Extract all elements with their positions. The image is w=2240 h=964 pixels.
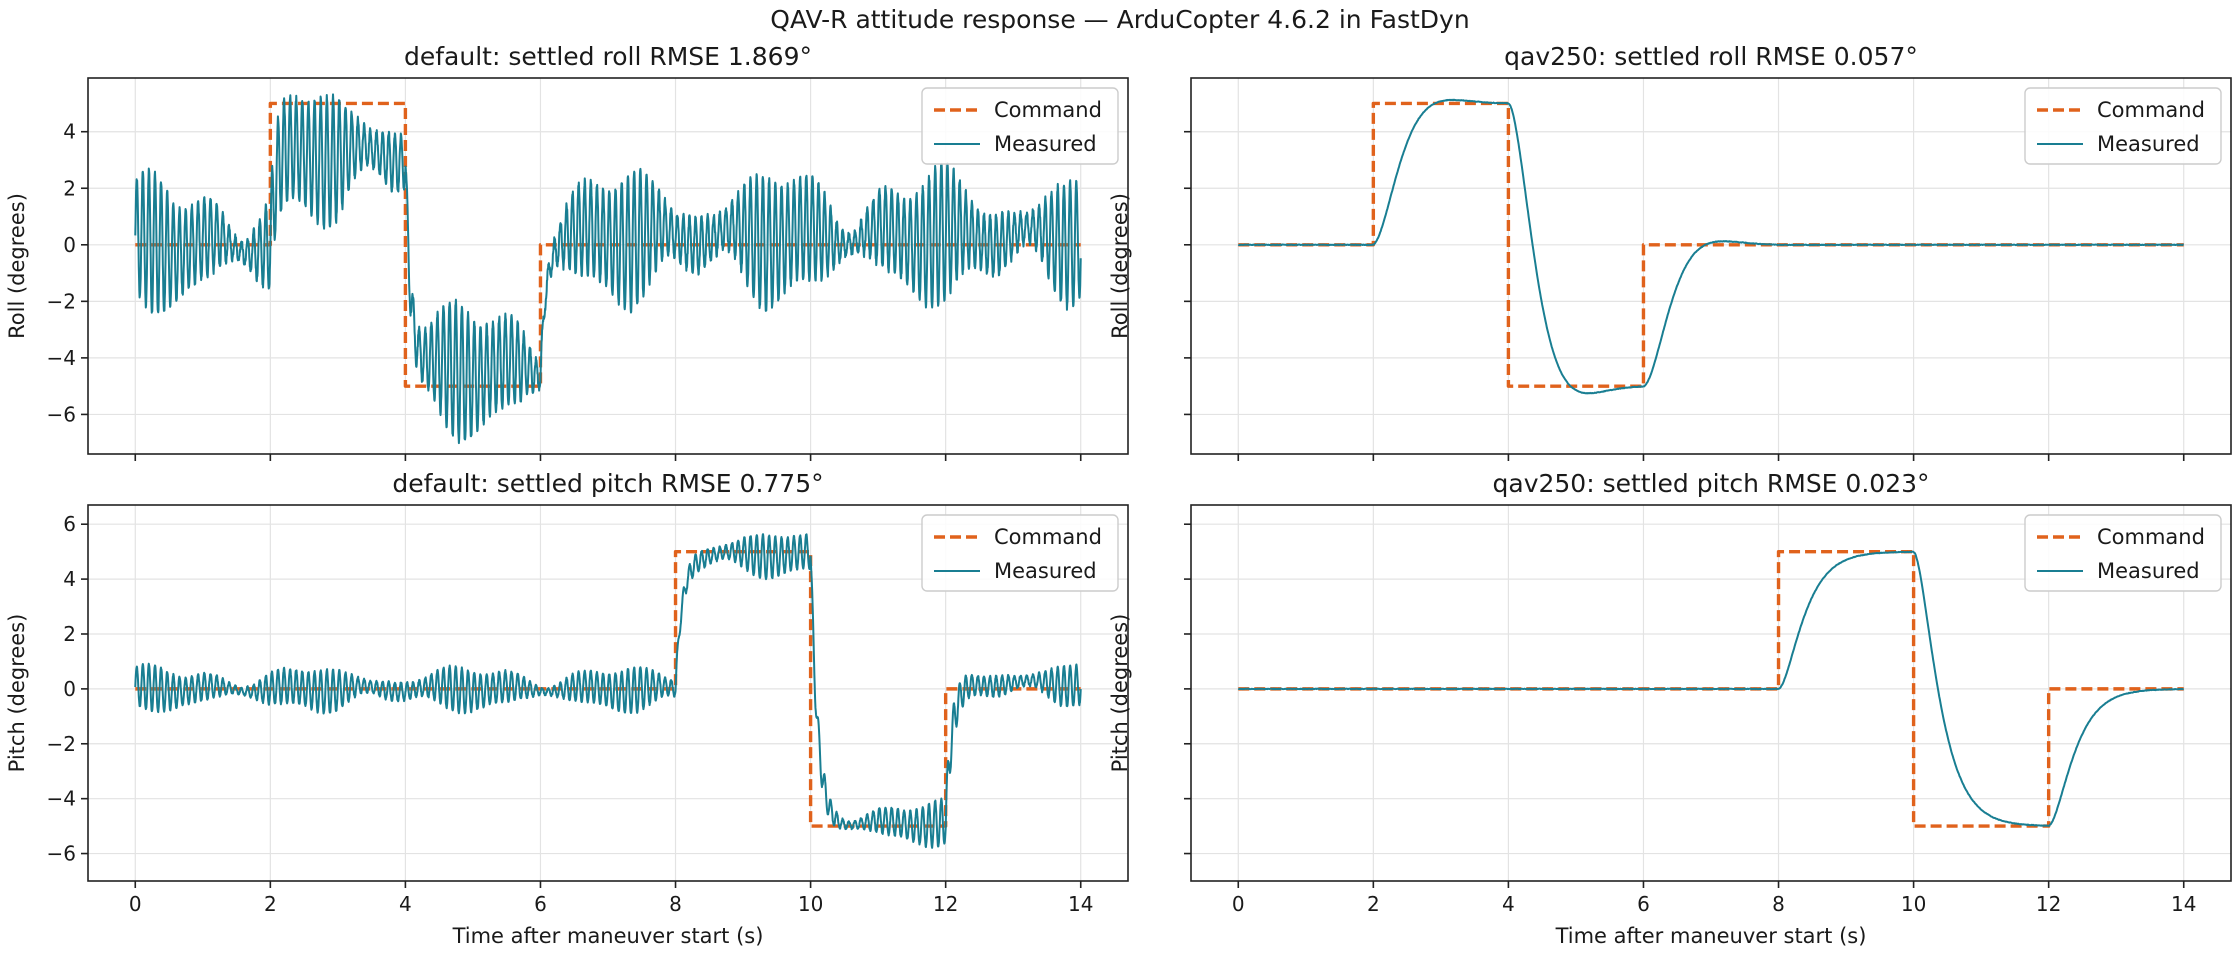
x-axis-label: Time after maneuver start (s) (1555, 924, 1867, 948)
axes-frame (1190, 504, 2232, 882)
y-tick-label: −2 (47, 732, 76, 756)
y-tick-label: 0 (63, 233, 76, 257)
y-tick-label: 4 (63, 120, 76, 144)
subplot-title: qav250: settled roll RMSE 0.057° (1504, 42, 1918, 71)
subplot-title: default: settled pitch RMSE 0.775° (392, 469, 823, 498)
series-line-command (1238, 549, 2184, 828)
legend: Command Measured (2024, 87, 2222, 165)
legend: Command Measured (2024, 514, 2222, 592)
y-tick-label: −6 (47, 842, 76, 866)
y-tick-label: −4 (47, 346, 76, 370)
legend: Command Measured (921, 514, 1119, 592)
x-tick-label: 6 (1637, 892, 1650, 916)
legend-label: Command (994, 525, 1102, 549)
x-tick-label: 14 (2171, 892, 2196, 916)
legend-label: Measured (994, 559, 1097, 583)
series-line-measured (1237, 550, 2185, 827)
y-tick-label: 2 (63, 622, 76, 646)
y-tick-label: −4 (47, 787, 76, 811)
x-tick-label: 2 (1367, 892, 1380, 916)
y-tick-label: 0 (63, 677, 76, 701)
y-tick-label: 6 (63, 512, 76, 536)
subplot-default-roll: −6 −4 −2 0 2 4 default: settled roll RMSE 1.86… (5, 42, 1129, 461)
legend-label: Measured (994, 132, 1097, 156)
subplot-qav250-roll: qav250: settled roll RMSE 0.057° Roll (de… (1108, 42, 2232, 461)
y-axis-label: Roll (degrees) (1108, 193, 1132, 339)
axes-frame (87, 504, 1129, 882)
legend-label: Command (2097, 525, 2205, 549)
y-axis-label: Pitch (degrees) (5, 614, 29, 773)
y-tick-label: −6 (47, 402, 76, 426)
x-tick-label: 4 (399, 892, 412, 916)
series-line-command (1238, 101, 2184, 388)
y-tick-label: 4 (63, 567, 76, 591)
series-line-measured (134, 533, 1082, 849)
x-tick-label: 12 (933, 892, 958, 916)
y-axis-label: Roll (degrees) (5, 193, 29, 339)
x-tick-label: 2 (264, 892, 277, 916)
subplot-title: default: settled roll RMSE 1.869° (404, 42, 812, 71)
series-line-measured (134, 93, 1082, 445)
legend-label: Measured (2097, 559, 2200, 583)
x-tick-label: 8 (669, 892, 682, 916)
x-axis-label: Time after maneuver start (s) (452, 924, 764, 948)
series-line-command (135, 101, 1081, 388)
subplot-default-pitch: 0 2 4 6 8 10 12 14 −6 −4 −2 0 2 4 6 default: settled pi… (5, 469, 1129, 948)
axes-frame (1190, 77, 2232, 455)
axes-frame (87, 77, 1129, 455)
x-tick-label: 8 (1772, 892, 1785, 916)
legend-label: Command (2097, 98, 2205, 122)
y-tick-label: −2 (47, 289, 76, 313)
x-tick-label: 0 (1232, 892, 1245, 916)
y-tick-label: 2 (63, 176, 76, 200)
x-tick-label: 6 (534, 892, 547, 916)
legend-label: Measured (2097, 132, 2200, 156)
x-tick-label: 10 (798, 892, 823, 916)
subplot-qav250-pitch: 0 2 4 6 8 10 12 14 qav250: settled pitch RMSE 0.… (1108, 469, 2232, 948)
x-tick-label: 4 (1502, 892, 1515, 916)
subplot-title: qav250: settled pitch RMSE 0.023° (1493, 469, 1930, 498)
x-tick-label: 14 (1068, 892, 1093, 916)
legend: Command Measured (921, 87, 1119, 165)
x-tick-label: 12 (2036, 892, 2061, 916)
y-axis-label: Pitch (degrees) (1108, 614, 1132, 773)
legend-label: Command (994, 98, 1102, 122)
series-line-measured (1237, 98, 2185, 395)
x-tick-label: 0 (129, 892, 142, 916)
x-tick-label: 10 (1901, 892, 1926, 916)
figure-title: QAV-R attitude response — ArduCopter 4.6… (770, 5, 1469, 34)
